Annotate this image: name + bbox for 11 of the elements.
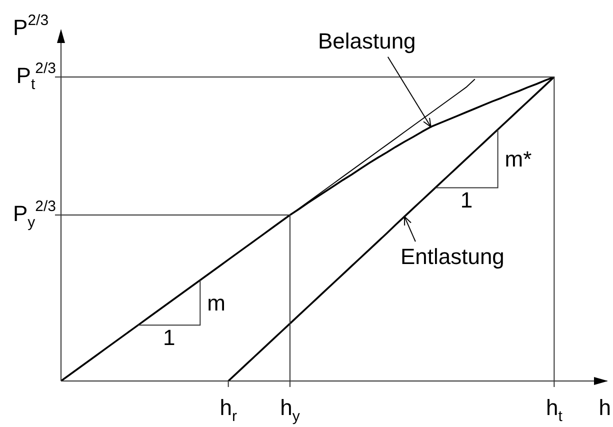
x-tick-label: h$_{t}$ <box>546 395 564 425</box>
text: Belastung <box>318 28 416 54</box>
y-axis-title: P$^{2/3}$ <box>13 12 49 40</box>
annotation: m <box>207 290 226 316</box>
annotation: 1 <box>162 324 176 350</box>
x-tick-label: h$_{y}$ <box>280 395 300 425</box>
x-axis-title: h <box>598 395 611 420</box>
x-tick-label: h$_{r}$ <box>220 395 237 425</box>
annotation: m* <box>504 146 532 172</box>
legend-label: Entlastung <box>400 244 504 270</box>
annotation: 1 <box>460 188 473 213</box>
